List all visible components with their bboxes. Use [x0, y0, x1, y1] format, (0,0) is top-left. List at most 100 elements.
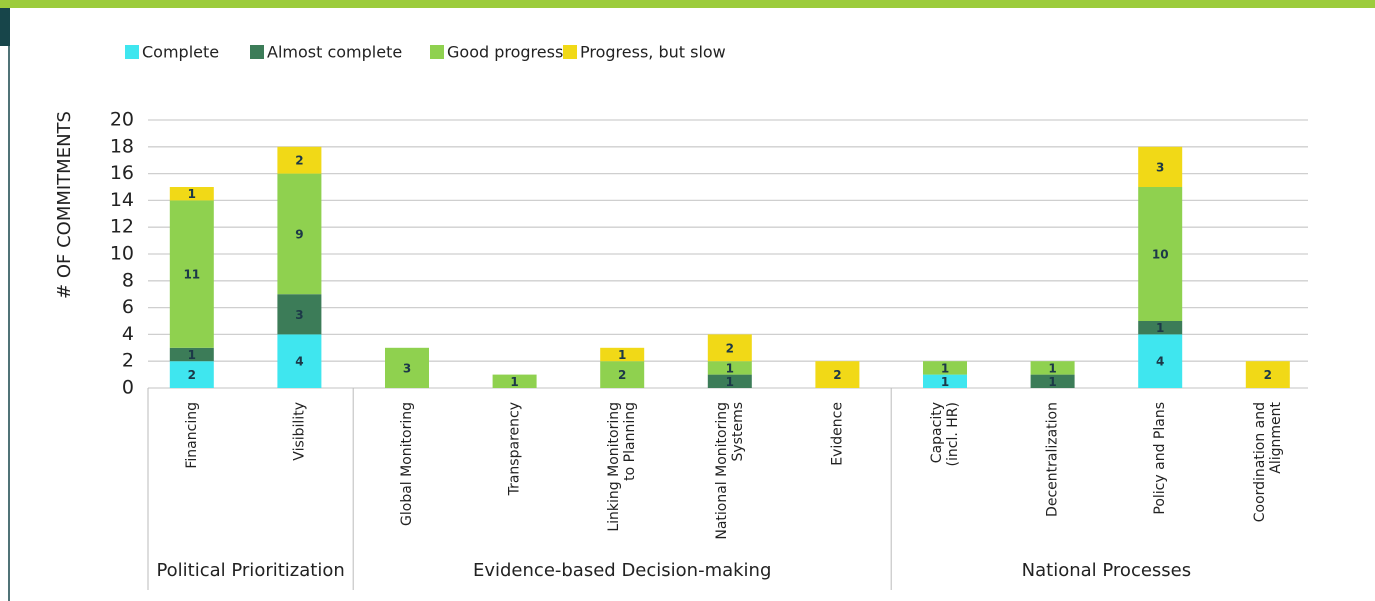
legend-swatch — [125, 45, 139, 59]
x-tick-line: Capacity — [929, 402, 945, 463]
x-tick-line: Decentralization — [1045, 402, 1061, 517]
bar-segment — [1245, 361, 1290, 388]
x-tick-line: Financing — [184, 402, 200, 469]
legend-label: Progress, but slow — [580, 43, 726, 62]
bar-segment — [600, 361, 645, 388]
bar-segment — [707, 374, 752, 388]
data-label: 9 — [295, 227, 303, 241]
data-label: 2 — [618, 368, 626, 382]
y-tick-label: 16 — [110, 162, 134, 184]
data-label: 2 — [833, 368, 841, 382]
x-tick-line: Coordination and — [1252, 402, 1268, 522]
y-tick-label: 10 — [110, 243, 134, 265]
x-tick-line: Policy and Plans — [1152, 402, 1168, 515]
y-axis-label: # OF COMMITMENTS — [54, 111, 75, 299]
data-label: 1 — [1048, 361, 1056, 375]
bar-segment — [1138, 334, 1183, 388]
bar-segment — [277, 146, 322, 174]
y-tick-label: 20 — [110, 109, 134, 131]
data-label: 3 — [295, 308, 303, 322]
bar-segment — [1138, 146, 1183, 187]
x-tick-label: Financing — [184, 402, 200, 469]
y-tick-label: 8 — [122, 269, 134, 291]
x-tick-line: National Monitoring — [714, 402, 730, 540]
bar-segment — [385, 347, 429, 388]
data-label: 11 — [183, 268, 200, 282]
data-label: 2 — [1264, 368, 1272, 382]
data-label: 1 — [726, 361, 734, 375]
data-label: 1 — [941, 375, 949, 389]
data-label: 3 — [403, 361, 411, 375]
data-label: 2 — [726, 341, 734, 355]
x-tick-line: Alignment — [1268, 401, 1284, 473]
bar-segment — [707, 334, 752, 362]
x-tick-line: Global Monitoring — [399, 402, 415, 526]
y-tick-label: 0 — [122, 377, 134, 399]
bar-segment — [1030, 374, 1075, 388]
x-tick-label: National MonitoringSystems — [714, 402, 746, 540]
y-tick-label: 18 — [110, 135, 134, 157]
data-label: 1 — [188, 187, 196, 201]
legend-swatch — [430, 45, 444, 59]
bar-segment — [277, 334, 322, 388]
x-tick-label: Capacity(incl. HR) — [929, 402, 961, 466]
data-label: 1 — [1156, 321, 1164, 335]
bar-segment — [169, 347, 214, 362]
data-label: 1 — [1048, 375, 1056, 389]
data-label: 4 — [1156, 355, 1164, 369]
x-tick-line: to Planning — [622, 402, 638, 481]
data-label: 2 — [188, 368, 196, 382]
data-label: 1 — [618, 348, 626, 362]
x-tick-label: Coordination andAlignment — [1252, 401, 1284, 522]
bar-segment — [923, 374, 967, 388]
x-tick-label: Linking Monitoringto Planning — [606, 402, 638, 532]
bar-segment — [707, 361, 752, 375]
data-label: 1 — [510, 375, 518, 389]
legend-label: Good progress — [447, 43, 563, 62]
bar-segment — [169, 200, 214, 348]
x-tick-line: Evidence — [829, 402, 845, 466]
x-tick-line: (incl. HR) — [945, 402, 961, 466]
x-tick-label: Transparency — [507, 402, 523, 496]
bar-segment — [1138, 187, 1183, 321]
group-label: National Processes — [1022, 560, 1191, 581]
y-tick-label: 14 — [110, 189, 134, 211]
x-tick-label: Evidence — [829, 402, 845, 466]
data-label: 1 — [941, 361, 949, 375]
side-tab — [0, 8, 10, 46]
bar-segment — [277, 173, 322, 295]
bar-segment — [169, 361, 214, 388]
legend-swatch — [563, 45, 577, 59]
legend-label: Complete — [142, 43, 219, 62]
bar-segment — [600, 347, 645, 362]
bar-segment — [169, 187, 214, 201]
x-tick-line: Visibility — [291, 402, 307, 461]
top-stripe — [0, 0, 1375, 8]
x-tick-line: Transparency — [507, 402, 523, 496]
data-label: 2 — [295, 154, 303, 168]
x-tick-label: Visibility — [291, 402, 307, 461]
bar-segment — [1030, 361, 1075, 375]
bar-segment — [277, 294, 322, 335]
x-tick-label: Global Monitoring — [399, 402, 415, 526]
y-tick-label: 2 — [122, 350, 134, 372]
group-label: Evidence-based Decision-making — [473, 560, 771, 581]
data-label: 1 — [726, 375, 734, 389]
x-tick-line: Systems — [730, 402, 746, 462]
bar-segment — [1138, 321, 1183, 335]
bar-segment — [815, 361, 860, 388]
bar-segment — [923, 361, 967, 375]
legend-swatch — [250, 45, 264, 59]
data-label: 3 — [1156, 160, 1164, 174]
data-label: 4 — [295, 355, 303, 369]
x-tick-label: Decentralization — [1045, 402, 1061, 517]
data-label: 1 — [188, 348, 196, 362]
group-label: Political Prioritization — [156, 560, 344, 581]
y-tick-label: 4 — [122, 323, 134, 345]
y-tick-label: 12 — [110, 216, 134, 238]
data-label: 10 — [1152, 248, 1169, 262]
y-tick-label: 6 — [122, 296, 134, 318]
legend-label: Almost complete — [267, 43, 402, 62]
bar-segment — [492, 374, 537, 388]
